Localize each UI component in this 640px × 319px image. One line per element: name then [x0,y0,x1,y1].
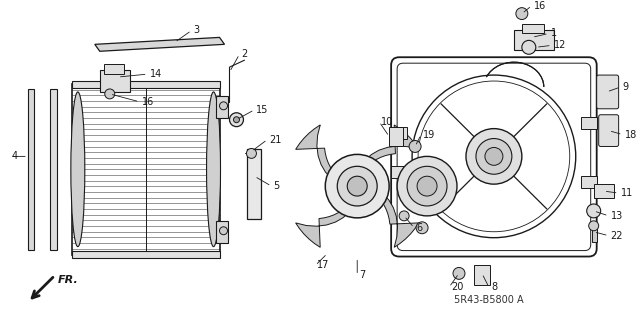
Text: 10: 10 [381,117,394,127]
Bar [580,117,596,129]
Text: 6: 6 [416,223,422,233]
Circle shape [589,221,598,231]
Bar [592,224,596,242]
Bar [522,24,544,33]
Bar [216,221,227,243]
Circle shape [397,156,457,216]
Circle shape [105,89,115,99]
Circle shape [409,140,421,152]
Bar [50,89,57,249]
Text: 5: 5 [273,181,280,191]
Text: 15: 15 [257,105,269,115]
Bar [391,166,407,178]
Text: 21: 21 [269,135,282,145]
Circle shape [325,154,389,218]
Circle shape [466,129,522,184]
Bar [28,89,34,249]
FancyBboxPatch shape [598,115,619,146]
Circle shape [348,176,367,196]
Circle shape [337,166,377,206]
Polygon shape [375,189,419,247]
Circle shape [453,267,465,279]
Bar [389,127,403,146]
Bar [100,70,130,92]
Bar [514,30,554,50]
Bar [580,176,596,188]
Circle shape [220,102,227,110]
Bar [72,81,220,88]
Polygon shape [296,204,354,247]
Text: 9: 9 [623,82,628,92]
Circle shape [522,41,536,54]
Text: 11: 11 [621,188,633,198]
Bar [72,251,220,257]
Bar [72,84,220,255]
Bar [594,184,614,198]
Ellipse shape [207,92,221,247]
Text: 14: 14 [150,69,162,79]
Ellipse shape [71,92,85,247]
Bar [248,149,261,219]
Text: 20: 20 [451,282,463,292]
Bar [104,64,124,74]
Bar [216,96,227,118]
Text: 1: 1 [551,28,557,38]
Text: 5R43-B5800 A: 5R43-B5800 A [454,295,524,305]
Bar [391,127,407,138]
Circle shape [399,211,409,221]
Text: 19: 19 [423,130,435,140]
Bar [474,265,490,285]
Text: 16: 16 [141,97,154,107]
Text: 12: 12 [554,40,566,50]
Polygon shape [296,125,339,183]
Circle shape [234,117,239,123]
Circle shape [516,8,528,19]
Circle shape [230,113,243,127]
Circle shape [416,222,428,234]
Polygon shape [95,37,225,51]
Text: 16: 16 [534,1,546,11]
Circle shape [417,176,437,196]
Text: 18: 18 [625,130,637,140]
FancyBboxPatch shape [596,75,619,109]
Circle shape [587,204,601,218]
Text: 3: 3 [193,26,200,35]
Circle shape [485,147,503,165]
Circle shape [220,227,227,235]
Circle shape [407,166,447,206]
Text: 2: 2 [241,49,248,59]
Text: 7: 7 [359,271,365,280]
Text: 22: 22 [611,231,623,241]
Circle shape [246,148,257,158]
Text: 17: 17 [317,260,330,271]
Circle shape [598,83,616,101]
Text: 8: 8 [491,282,497,292]
Text: FR.: FR. [58,275,79,285]
Polygon shape [361,125,419,168]
Text: 13: 13 [611,211,623,221]
Text: 4: 4 [12,152,18,161]
Circle shape [476,138,512,174]
